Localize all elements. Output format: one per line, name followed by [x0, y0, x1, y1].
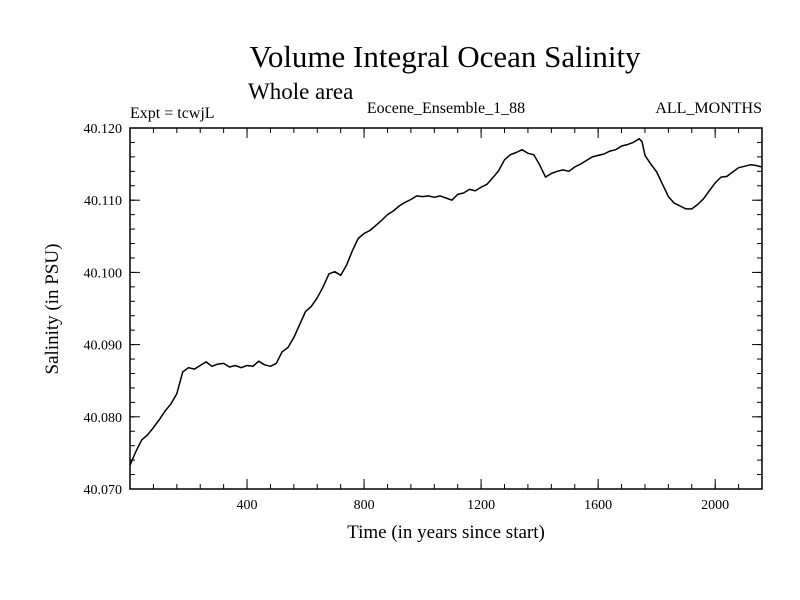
y-tick-label: 40.080	[84, 411, 123, 426]
x-tick-label: 1200	[467, 498, 495, 513]
y-tick-label: 40.100	[84, 266, 123, 281]
y-tick-label: 40.120	[84, 122, 123, 137]
x-tick-label: 1600	[584, 498, 612, 513]
x-axis-label: Time (in years since start)	[347, 522, 545, 543]
x-tick-label: 2000	[701, 498, 729, 513]
y-tick-label: 40.070	[84, 483, 123, 498]
major-ticks	[130, 127, 762, 490]
y-axis-label: Salinity (in PSU)	[42, 244, 63, 375]
chart-title: Volume Integral Ocean Salinity	[249, 39, 641, 74]
months-label: ALL_MONTHS	[655, 100, 762, 117]
chart-subtitle: Whole area	[248, 79, 353, 104]
tick-labels: 400 800 1200 1600 2000 40.070 40.080 40.090 40.1…	[84, 122, 730, 513]
plot-frame	[129, 127, 763, 490]
experiment-label: Expt = tcwjL	[130, 105, 215, 122]
minor-ticks	[130, 128, 762, 489]
x-tick-label: 800	[354, 498, 375, 513]
y-tick-label: 40.110	[84, 194, 122, 209]
salinity-series-line	[129, 138, 763, 466]
x-tick-label: 400	[237, 498, 258, 513]
ensemble-label: Eocene_Ensemble_1_88	[367, 100, 525, 117]
y-tick-label: 40.090	[84, 339, 123, 354]
